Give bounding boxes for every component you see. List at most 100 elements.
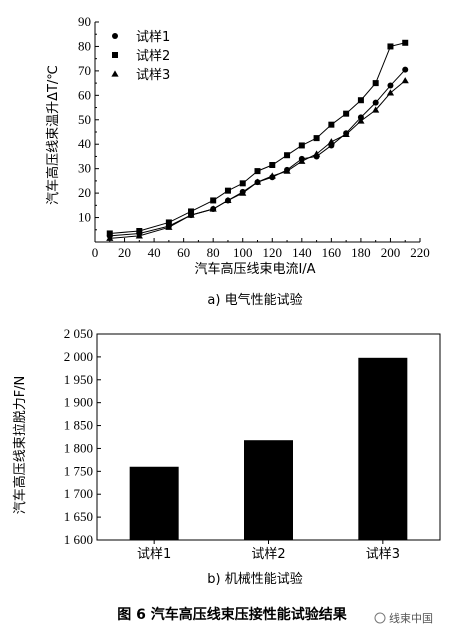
chart-a-point (372, 80, 379, 87)
watermark-text: 线束中国 (389, 611, 433, 625)
chart-a-point (327, 138, 335, 145)
chart-a-point (254, 168, 261, 175)
chart-a-point (357, 117, 365, 124)
chart-a-point (298, 157, 306, 164)
chart-a-x-tick-label: 60 (177, 245, 190, 260)
chart-a-point (387, 43, 394, 50)
chart-a-point (357, 114, 364, 121)
chart-a-point (239, 189, 247, 196)
chart-a-point (253, 178, 262, 185)
mechanical-test-chart: 1 600 1 650 1 700 1 750 1 800 1 850 1 900 1 950… (12, 326, 441, 587)
chart-a-point (224, 187, 231, 194)
chart-a-x-tick-label: 120 (263, 245, 283, 260)
chart-a-point (387, 82, 394, 89)
chart-a-y-tick-label: 20 (78, 185, 91, 200)
chart-a-series-1 (106, 66, 409, 239)
chart-a-subtitle: a) 电气性能试验 (207, 292, 302, 308)
chart-a-point (165, 223, 173, 230)
chart-a-point (402, 39, 409, 46)
chart-a-point (402, 66, 409, 73)
chart-a-y-axis-label: 汽车高压线束温升ΔT/℃ (45, 65, 61, 205)
chart-a-x-tick-label: 0 (92, 245, 99, 260)
chart-b-subtitle: b) 机械性能试验 (207, 571, 302, 587)
chart-a-x-tick-label: 200 (381, 245, 401, 260)
chart-b-bar (129, 466, 179, 540)
chart-a-legend-label: 试样2 (136, 49, 170, 64)
chart-b-bars (129, 357, 408, 540)
chart-b-y-tick-label: 1 750 (64, 463, 93, 478)
chart-a-point (106, 230, 113, 237)
chart-a-y-tick-label: 60 (78, 87, 91, 102)
chart-a-point (328, 121, 335, 128)
chart-b-y-axis-label: 汽车高压线束拉脱力F/N (12, 376, 28, 515)
chart-b-y-tick-label: 1 650 (64, 509, 93, 524)
chart-a-legend-label: 试样1 (136, 30, 170, 45)
chart-a-series-line (109, 80, 406, 239)
electrical-test-chart: 0 20 40 60 80 100 120 140 160 180 200 220 10 20 30 40 5… (45, 14, 430, 308)
chart-b-x-tick-label: 试样2 (251, 547, 285, 562)
chart-a-point (106, 234, 114, 241)
chart-a-point (313, 135, 320, 142)
chart-b-y-tick-label: 1 950 (64, 372, 93, 387)
chart-b-y-tick-label: 2 000 (64, 349, 93, 364)
chart-a-point (372, 106, 380, 113)
chart-a-legend-marker (112, 52, 118, 58)
chart-a-series-2 (106, 39, 409, 237)
chart-a-x-tick-label: 40 (148, 245, 161, 260)
chart-a-point (269, 162, 276, 168)
chart-a-series (106, 39, 409, 241)
chart-a-x-tick-label: 180 (351, 245, 371, 260)
chart-a-legend: 试样1 试样2 试样3 (111, 30, 170, 83)
chart-a-series-3 (106, 77, 409, 241)
chart-a-point (209, 205, 217, 212)
chart-a-point (342, 130, 350, 138)
chart-a-y-tick-label: 80 (78, 38, 91, 53)
chart-a-y-tick-label: 90 (78, 14, 91, 29)
watermark-icon (374, 612, 386, 624)
chart-b-y-tick-label: 1 700 (64, 486, 93, 501)
chart-b-y-tick-label: 1 850 (64, 418, 93, 433)
chart-a-y-tick-label: 30 (78, 161, 91, 176)
chart-a-x-tick-label: 160 (322, 245, 342, 260)
chart-a-x-tick-label: 20 (118, 245, 131, 260)
chart-a-x-tick-label: 100 (233, 245, 253, 260)
chart-a-y-tick-label: 40 (78, 136, 91, 151)
chart-a-series-line (109, 69, 406, 237)
chart-b-y-ticks: 1 600 1 650 1 700 1 750 1 800 1 850 1 900 1 950… (64, 326, 101, 547)
chart-a-point (188, 208, 195, 215)
chart-b-bar (244, 440, 293, 540)
chart-b-y-tick-label: 1 900 (64, 395, 93, 410)
chart-a-point (224, 196, 232, 204)
chart-a-point (372, 99, 379, 106)
chart-a-y-tick-label: 10 (78, 210, 91, 225)
chart-b-bar (358, 357, 408, 540)
chart-a-x-ticks: 0 20 40 60 80 100 120 140 160 180 200 220 (92, 238, 430, 260)
chart-b-x-ticks: 试样1 试样2 试样3 (137, 540, 400, 562)
chart-a-legend-marker (112, 33, 118, 39)
chart-a-point (210, 197, 217, 204)
chart-b-x-tick-label: 试样1 (137, 547, 171, 562)
chart-a-point (298, 142, 305, 149)
chart-a-point (268, 172, 276, 179)
chart-a-point (386, 89, 395, 96)
chart-a-y-tick-label: 50 (78, 112, 91, 127)
chart-a-point (136, 228, 143, 234)
chart-a-legend-label: 试样3 (136, 68, 170, 83)
chart-a-point (187, 211, 195, 218)
chart-a-x-tick-label: 140 (292, 245, 312, 260)
chart-a-point (284, 152, 291, 159)
chart-a-point (239, 180, 246, 187)
chart-a-point (165, 219, 172, 226)
chart-a-y-tick-label: 70 (78, 63, 91, 78)
chart-a-y-ticks: 10 20 30 40 50 60 70 80 90 (78, 14, 99, 231)
figure-caption: 图 6 汽车高压线束压接性能试验结果 (117, 606, 347, 623)
watermark: 线束中国 (374, 611, 433, 625)
chart-a-legend-marker (111, 70, 119, 77)
chart-b-y-tick-label: 1 600 (64, 532, 93, 547)
chart-b-x-tick-label: 试样3 (366, 547, 400, 562)
chart-a-point (343, 110, 350, 117)
chart-a-point (135, 232, 143, 239)
chart-a-x-tick-label: 220 (410, 245, 430, 260)
chart-b-y-tick-label: 1 800 (64, 440, 93, 455)
